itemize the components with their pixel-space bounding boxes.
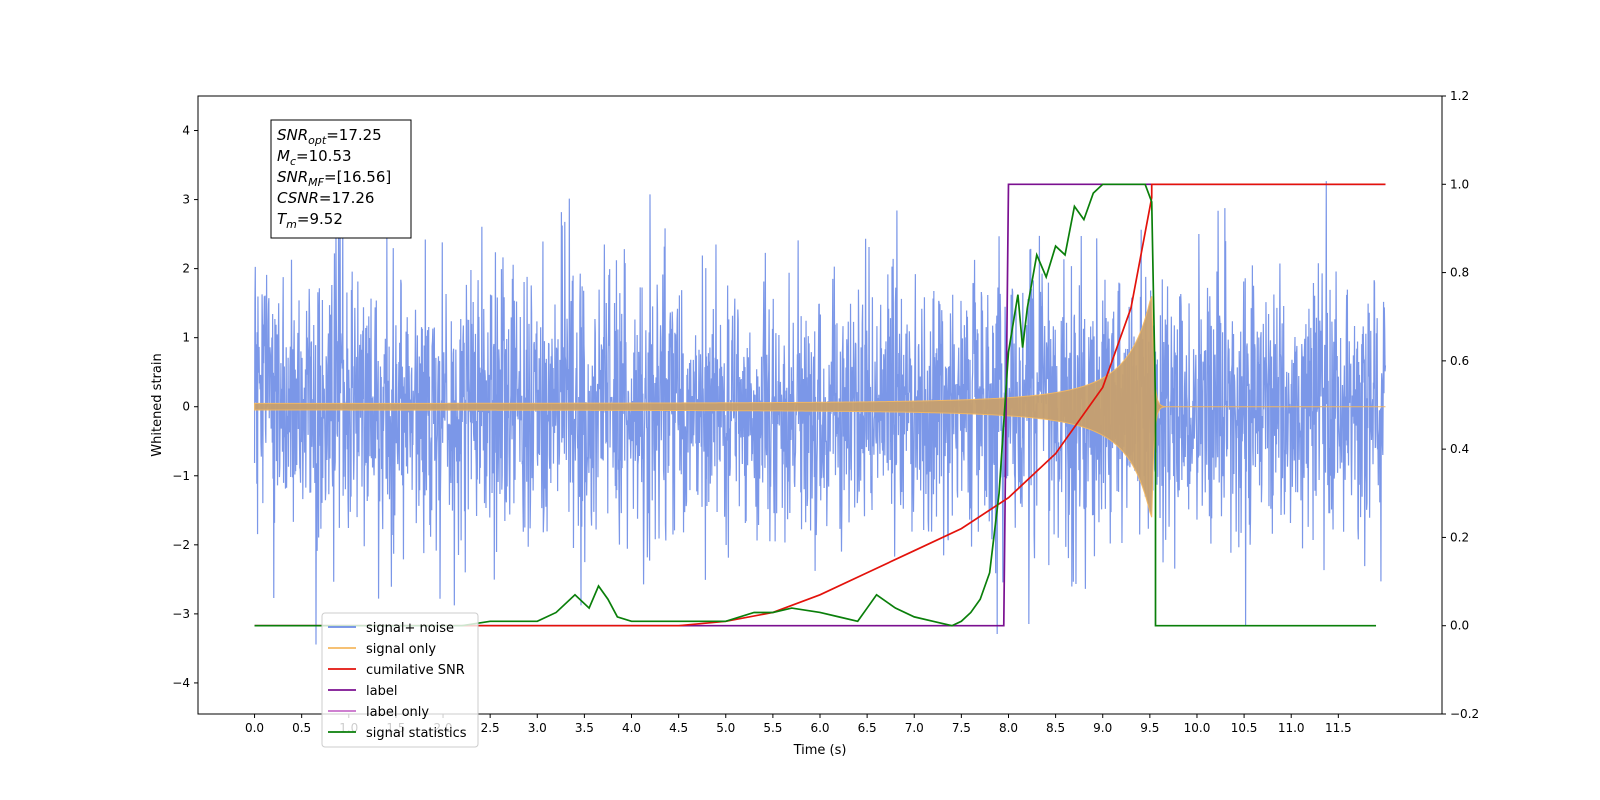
- legend: signal+ noise signal only cumilative SNR la…: [321, 612, 479, 748]
- y-tick-label: −2: [172, 538, 190, 552]
- legend-entry: signal+ noise: [366, 621, 454, 636]
- legend-entry: cumilative SNR: [366, 663, 465, 678]
- x-tick-label: 6.5: [858, 721, 877, 735]
- x-tick-label: 0.5: [292, 721, 311, 735]
- x-tick-label: 2.5: [481, 721, 500, 735]
- x-tick-label: 9.5: [1140, 721, 1159, 735]
- x-tick-label: 11.5: [1325, 721, 1352, 735]
- x-tick-label: 4.5: [669, 721, 688, 735]
- x-axis-label: Time (s): [793, 743, 847, 758]
- legend-frame: [321, 612, 479, 748]
- y2-tick-label: 0.2: [1450, 530, 1469, 544]
- annotation-box: SNRopt=17.25Mc=10.53SNRMF=[16.56]CSNR=17…: [270, 119, 412, 239]
- y2-tick-label: 0.4: [1450, 442, 1469, 456]
- x-tick-label: 11.0: [1278, 721, 1305, 735]
- legend-entry: signal statistics: [366, 726, 467, 741]
- y-tick-label: 0: [182, 400, 190, 414]
- x-tick-label: 8.0: [999, 721, 1018, 735]
- x-tick-label: 10.0: [1184, 721, 1211, 735]
- y-axis-left: −4 −3 −2 −1 0 1 2 3 4: [172, 124, 198, 690]
- x-tick-label: 3.5: [575, 721, 594, 735]
- annotation-line: SNRopt=17.25: [277, 126, 382, 147]
- y-axis-label: Whitened strain: [150, 353, 165, 456]
- y-tick-label: 4: [182, 124, 190, 138]
- y2-tick-label: 0.0: [1450, 619, 1469, 633]
- y-tick-label: 3: [182, 193, 190, 207]
- legend-entry: label only: [366, 705, 429, 720]
- y-tick-label: −4: [172, 676, 190, 690]
- y2-tick-label: 0.8: [1450, 266, 1469, 280]
- y-tick-label: 2: [182, 262, 190, 276]
- x-tick-label: 8.5: [1046, 721, 1065, 735]
- x-tick-label: 6.0: [810, 721, 829, 735]
- x-tick-label: 7.0: [905, 721, 924, 735]
- legend-entry: label: [366, 684, 397, 699]
- series-signal-only: [254, 296, 1386, 518]
- x-tick-label: 10.5: [1231, 721, 1258, 735]
- y2-tick-label: 0.6: [1450, 354, 1469, 368]
- y-tick-label: −1: [172, 469, 190, 483]
- annotation-line: Tm=9.52: [277, 210, 343, 231]
- x-tick-label: 0.0: [245, 721, 264, 735]
- annotation-line: Mc=10.53: [277, 147, 352, 168]
- x-tick-label: 9.0: [1093, 721, 1112, 735]
- x-tick-label: 5.5: [763, 721, 782, 735]
- y-axis-right: −0.2 0.0 0.2 0.4 0.6 0.8 1.0 1.2: [1442, 89, 1479, 721]
- y2-tick-label: 1.0: [1450, 177, 1469, 191]
- y-tick-label: 1: [182, 331, 190, 345]
- series-signal-plus-noise: [253, 181, 1387, 645]
- y-tick-label: −3: [172, 607, 190, 621]
- series-signal-statistics: [254, 183, 1377, 627]
- y2-tick-label: 1.2: [1450, 89, 1469, 103]
- annotation-line: SNRMF=[16.56]: [277, 168, 391, 189]
- y2-tick-label: −0.2: [1450, 707, 1479, 721]
- legend-entry: signal only: [366, 642, 436, 657]
- x-tick-label: 7.5: [952, 721, 971, 735]
- annotation-frame: [270, 119, 412, 239]
- x-tick-label: 4.0: [622, 721, 641, 735]
- x-tick-label: 5.0: [716, 721, 735, 735]
- x-tick-label: 3.0: [528, 721, 547, 735]
- plot-content: [253, 181, 1387, 645]
- annotation-line: CSNR=17.26: [277, 189, 374, 207]
- series-cumulative-snr: [254, 183, 1386, 627]
